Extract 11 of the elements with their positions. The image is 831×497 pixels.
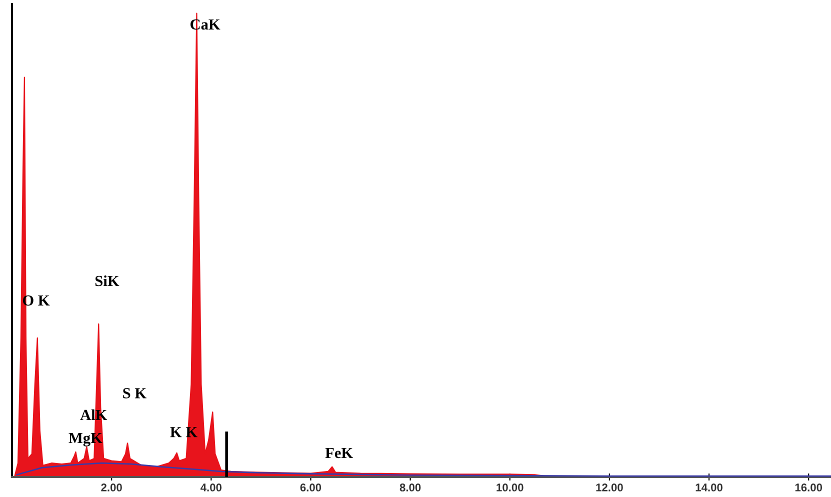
annotation: SiK bbox=[95, 275, 120, 286]
x-tick-label: 12.00 bbox=[596, 484, 623, 492]
x-tick-label: 16.00 bbox=[795, 484, 822, 492]
annotation: S K bbox=[123, 388, 146, 398]
x-tick-label: 14.00 bbox=[696, 484, 722, 492]
x-tick-label: 4.00 bbox=[200, 484, 222, 492]
x-tick-label: 8.00 bbox=[400, 484, 421, 492]
x-tick-label: 2.00 bbox=[101, 484, 122, 492]
x-tick-label: 10.00 bbox=[496, 484, 524, 492]
x-tick-label: 6.00 bbox=[300, 484, 322, 492]
annotation: FeK bbox=[325, 448, 353, 458]
